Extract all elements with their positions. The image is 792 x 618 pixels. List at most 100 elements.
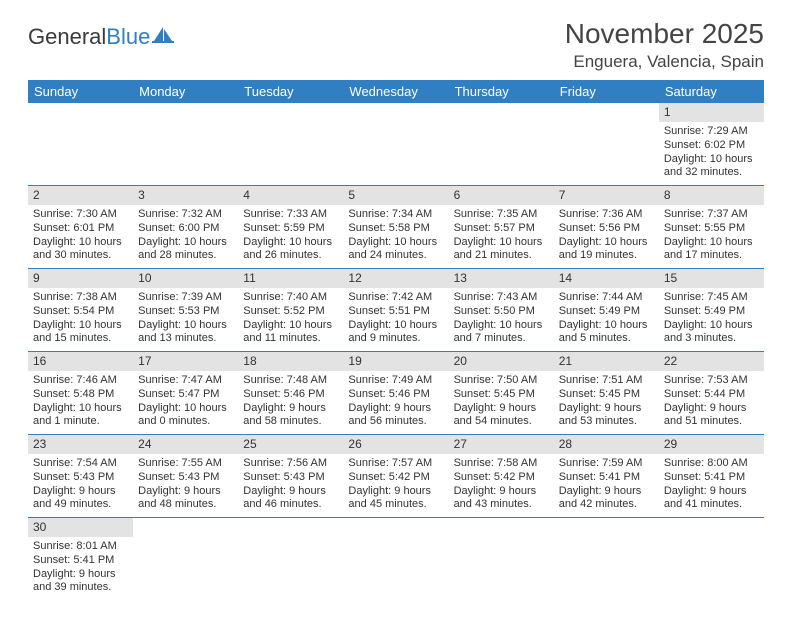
day-line: Sunset: 5:43 PM [138,471,233,485]
day-body [133,522,238,530]
calendar-cell: 17Sunrise: 7:47 AMSunset: 5:47 PMDayligh… [133,352,238,435]
day-line: Sunrise: 7:46 AM [33,374,128,388]
day-line: and 11 minutes. [243,332,338,346]
day-body: Sunrise: 7:48 AMSunset: 5:46 PMDaylight:… [238,371,343,434]
day-body [343,107,448,159]
day-line: and 41 minutes. [664,498,759,512]
calendar-row: 16Sunrise: 7:46 AMSunset: 5:48 PMDayligh… [28,352,764,435]
day-line: Sunrise: 7:55 AM [138,457,233,471]
day-number: 16 [28,352,133,371]
day-line: Daylight: 9 hours [243,402,338,416]
day-line: Daylight: 9 hours [348,402,443,416]
day-line: Sunset: 5:49 PM [559,305,654,319]
day-number: 13 [449,269,554,288]
day-line: and 51 minutes. [664,415,759,429]
day-line: and 32 minutes. [664,166,759,180]
day-line: Sunset: 5:51 PM [348,305,443,319]
calendar-cell [343,103,448,186]
calendar-cell: 12Sunrise: 7:42 AMSunset: 5:51 PMDayligh… [343,269,448,352]
day-line: Sunset: 5:46 PM [243,388,338,402]
day-line: Sunset: 5:43 PM [33,471,128,485]
day-line: Daylight: 9 hours [559,485,654,499]
day-number: 28 [554,435,659,454]
day-line: Sunrise: 7:35 AM [454,208,549,222]
day-line: Daylight: 10 hours [33,402,128,416]
day-line: Daylight: 9 hours [664,402,759,416]
sail-icon [152,24,174,50]
day-line: and 13 minutes. [138,332,233,346]
day-line: Daylight: 10 hours [138,236,233,250]
day-number: 11 [238,269,343,288]
day-header: Monday [133,80,238,103]
day-line: Daylight: 10 hours [664,319,759,333]
day-body [238,107,343,159]
day-number: 14 [554,269,659,288]
day-line: Daylight: 9 hours [664,485,759,499]
day-line: and 24 minutes. [348,249,443,263]
day-number: 26 [343,435,448,454]
day-body: Sunrise: 7:36 AMSunset: 5:56 PMDaylight:… [554,205,659,268]
day-line: Sunset: 5:53 PM [138,305,233,319]
day-number: 9 [28,269,133,288]
day-line: Sunrise: 7:45 AM [664,291,759,305]
calendar-cell: 22Sunrise: 7:53 AMSunset: 5:44 PMDayligh… [659,352,764,435]
day-line: and 7 minutes. [454,332,549,346]
calendar-row: 1Sunrise: 7:29 AMSunset: 6:02 PMDaylight… [28,103,764,186]
day-line: Daylight: 10 hours [138,402,233,416]
day-number: 24 [133,435,238,454]
day-body: Sunrise: 7:30 AMSunset: 6:01 PMDaylight:… [28,205,133,268]
day-body: Sunrise: 7:55 AMSunset: 5:43 PMDaylight:… [133,454,238,517]
day-body: Sunrise: 7:39 AMSunset: 5:53 PMDaylight:… [133,288,238,351]
calendar-cell: 5Sunrise: 7:34 AMSunset: 5:58 PMDaylight… [343,186,448,269]
day-line: and 42 minutes. [559,498,654,512]
day-body [554,522,659,530]
day-line: Sunrise: 8:01 AM [33,540,128,554]
day-body: Sunrise: 7:50 AMSunset: 5:45 PMDaylight:… [449,371,554,434]
day-line: Sunrise: 7:50 AM [454,374,549,388]
day-number: 7 [554,186,659,205]
day-line: Sunset: 5:58 PM [348,222,443,236]
day-line: Daylight: 9 hours [243,485,338,499]
day-line: Sunset: 6:01 PM [33,222,128,236]
day-number: 1 [659,103,764,122]
day-body: Sunrise: 7:58 AMSunset: 5:42 PMDaylight:… [449,454,554,517]
calendar-cell: 30Sunrise: 8:01 AMSunset: 5:41 PMDayligh… [28,518,133,601]
day-line: and 30 minutes. [33,249,128,263]
day-line: Daylight: 10 hours [348,236,443,250]
day-number: 3 [133,186,238,205]
day-body: Sunrise: 7:57 AMSunset: 5:42 PMDaylight:… [343,454,448,517]
calendar-cell: 7Sunrise: 7:36 AMSunset: 5:56 PMDaylight… [554,186,659,269]
day-line: Sunset: 5:41 PM [559,471,654,485]
day-line: and 21 minutes. [454,249,549,263]
day-line: Sunrise: 7:34 AM [348,208,443,222]
day-line: Sunrise: 7:54 AM [33,457,128,471]
day-header-row: SundayMondayTuesdayWednesdayThursdayFrid… [28,80,764,103]
day-number: 30 [28,518,133,537]
day-header: Sunday [28,80,133,103]
day-header: Friday [554,80,659,103]
day-line: Daylight: 9 hours [33,485,128,499]
day-line: Sunrise: 7:59 AM [559,457,654,471]
day-number: 10 [133,269,238,288]
day-line: Sunrise: 7:49 AM [348,374,443,388]
calendar-cell: 14Sunrise: 7:44 AMSunset: 5:49 PMDayligh… [554,269,659,352]
day-line: Sunset: 5:41 PM [33,554,128,568]
day-line: Sunset: 5:46 PM [348,388,443,402]
calendar-cell: 23Sunrise: 7:54 AMSunset: 5:43 PMDayligh… [28,435,133,518]
day-line: and 0 minutes. [138,415,233,429]
day-body: Sunrise: 7:35 AMSunset: 5:57 PMDaylight:… [449,205,554,268]
day-body [238,522,343,530]
day-body [659,522,764,530]
calendar-cell [238,518,343,601]
day-line: Sunset: 5:59 PM [243,222,338,236]
day-number: 18 [238,352,343,371]
day-line: Sunset: 5:54 PM [33,305,128,319]
calendar-cell: 4Sunrise: 7:33 AMSunset: 5:59 PMDaylight… [238,186,343,269]
calendar-cell [449,518,554,601]
day-body: Sunrise: 7:43 AMSunset: 5:50 PMDaylight:… [449,288,554,351]
day-line: and 19 minutes. [559,249,654,263]
day-line: Daylight: 10 hours [348,319,443,333]
day-line: and 15 minutes. [33,332,128,346]
day-line: Sunrise: 7:48 AM [243,374,338,388]
day-line: Sunset: 5:55 PM [664,222,759,236]
